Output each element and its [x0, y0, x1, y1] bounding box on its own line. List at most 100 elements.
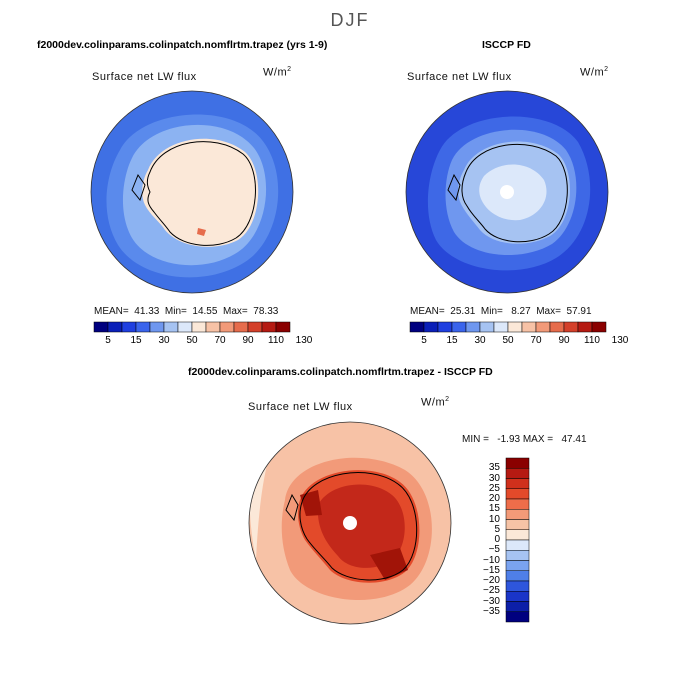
map1-antarctica-land: [142, 138, 259, 247]
model-title: f2000dev.colinparams.colinpatch.nomflrtm…: [37, 39, 328, 51]
map3-high-anomaly: [317, 484, 405, 568]
colorbar-panel1-tick-label: 15: [130, 335, 142, 346]
panel3-variable-label: Surface net LW flux: [248, 401, 353, 413]
map1-coastline: [131, 141, 256, 246]
panel2-stats: MEAN= 25.31 Min= 8.27 Max= 57.91: [410, 306, 592, 317]
colorbar-panel2-swatch: [591, 321, 607, 333]
colorbar-difference-swatch: [505, 478, 530, 489]
map1-border: [90, 90, 294, 294]
colorbar-difference-swatch: [505, 539, 530, 551]
colorbar-panel2-swatch: [423, 321, 439, 333]
colorbar-difference-tick-label: −35: [483, 605, 500, 617]
colorbar-difference-swatch: [505, 468, 530, 479]
panel1-variable-label: Surface net LW flux: [92, 71, 197, 83]
colorbar-difference-swatch: [505, 519, 530, 530]
panel1-stats: MEAN= 41.33 Min= 14.55 Max= 78.33: [94, 306, 279, 317]
colorbar-difference-tick-label: −20: [483, 575, 500, 586]
colorbar-panel1-tick-label: 50: [186, 335, 198, 346]
colorbar-panel1-tick-label: 5: [105, 335, 111, 346]
colorbar-panel1-swatch: [261, 321, 277, 333]
colorbar-panel2-tick-label: 70: [530, 335, 542, 346]
colorbar-panel2-swatch: [479, 321, 495, 333]
colorbar-panel2-tick-label: 90: [558, 335, 570, 346]
map3-border: [248, 421, 452, 625]
difference-title: f2000dev.colinparams.colinpatch.nomflrtm…: [188, 366, 493, 378]
colorbar-difference-swatch: [505, 529, 530, 541]
colorbar-difference-swatch: [505, 457, 530, 469]
colorbar-difference-swatch: [505, 591, 530, 602]
map2-pole-hole: [500, 185, 514, 199]
map2-coastline: [447, 143, 568, 243]
colorbar-panel1-swatch: [149, 321, 165, 333]
colorbar-panel1-tick-label: 130: [295, 335, 313, 346]
map3-pole-hole: [343, 516, 357, 530]
colorbar-panel2-tick-label: 15: [446, 335, 458, 346]
obs-title: ISCCP FD: [482, 39, 531, 51]
colorbar-panel2-tick-label: 5: [421, 335, 427, 346]
colorbar-difference-tick-label: −30: [483, 595, 500, 607]
colorbar-panel2-tick-label: 50: [502, 335, 514, 346]
colorbar-panel1-swatch: [247, 321, 263, 333]
colorbar-panel1-swatch: [135, 321, 151, 333]
model-map: [91, 91, 293, 293]
colorbar-panel2-swatch: [465, 321, 481, 333]
panel2-units-label: W/m2: [580, 66, 609, 79]
colorbar-panel1-tick-label: 90: [242, 335, 254, 346]
colorbar-difference-swatch: [505, 611, 530, 623]
obs-map: [406, 91, 608, 293]
colorbar-panel1-tick-label: 110: [268, 335, 284, 346]
colorbar-panel1-swatch: [163, 321, 179, 333]
colorbar-panel2-swatch: [451, 321, 467, 333]
colorbar-difference-tick-label: −25: [483, 585, 500, 597]
colorbar-panel1-tick-label: 70: [214, 335, 226, 346]
colorbar-panel2-swatch: [507, 321, 523, 333]
colorbar-difference-tick-label: −10: [483, 554, 500, 566]
colorbar-panel1: [93, 321, 291, 333]
colorbar-difference-tick-label: −5: [488, 544, 500, 556]
colorbar-difference-swatch: [505, 498, 530, 510]
colorbar-difference-swatch: [505, 560, 530, 571]
colorbar-difference-tick-label: −15: [483, 564, 500, 576]
colorbar-panel2-swatch: [535, 321, 551, 333]
season-title: DJF: [330, 10, 370, 30]
colorbar-panel2-swatch: [493, 321, 509, 333]
colorbar-difference-swatch: [505, 488, 530, 500]
colorbar-panel2: [409, 321, 607, 333]
map2-border: [405, 90, 609, 294]
colorbar-panel2-tick-label: 30: [474, 335, 486, 346]
colorbar-difference-tick-label: 0: [494, 534, 500, 545]
colorbar-panel1-swatch: [107, 321, 123, 333]
colorbar-panel1-swatch: [219, 321, 235, 333]
colorbar-panel1-tick-label: 30: [158, 335, 170, 346]
colorbar-difference-swatch: [505, 580, 530, 592]
colorbar-panel1-swatch: [121, 321, 137, 333]
colorbar-panel1-swatch: [93, 321, 109, 333]
colorbar-panel1-swatch: [275, 321, 291, 333]
colorbar-panel2-tick-label: 110: [584, 335, 600, 346]
panel3-stats: MIN = -1.93 MAX = 47.41: [462, 434, 587, 445]
colorbar-difference-swatch: [505, 601, 530, 612]
panel3-units-label: W/m2: [421, 396, 450, 409]
panel2-variable-label: Surface net LW flux: [407, 71, 512, 83]
colorbar-panel2-swatch: [521, 321, 537, 333]
colorbar-difference-tick-label: 20: [488, 493, 500, 504]
colorbar-panel2-swatch: [577, 321, 593, 333]
colorbar-difference-swatch: [505, 509, 530, 520]
colorbar-difference: [505, 457, 530, 623]
colorbar-panel1-swatch: [177, 321, 193, 333]
colorbar-difference-tick-label: 5: [494, 523, 500, 535]
colorbar-panel2-swatch: [549, 321, 565, 333]
colorbar-panel1-swatch: [233, 321, 249, 333]
map3-coastline: [285, 472, 418, 581]
colorbar-difference-swatch: [505, 550, 530, 561]
colorbar-difference-swatch: [505, 570, 530, 582]
colorbar-difference-tick-label: 35: [488, 462, 500, 474]
colorbar-panel2-swatch: [563, 321, 579, 333]
colorbar-panel1-swatch: [191, 321, 207, 333]
colorbar-difference-tick-label: 30: [488, 472, 500, 484]
map3-max-anomaly: [300, 490, 408, 580]
colorbar-difference-tick-label: 25: [488, 482, 500, 494]
colorbar-difference-tick-label: 15: [488, 503, 500, 515]
